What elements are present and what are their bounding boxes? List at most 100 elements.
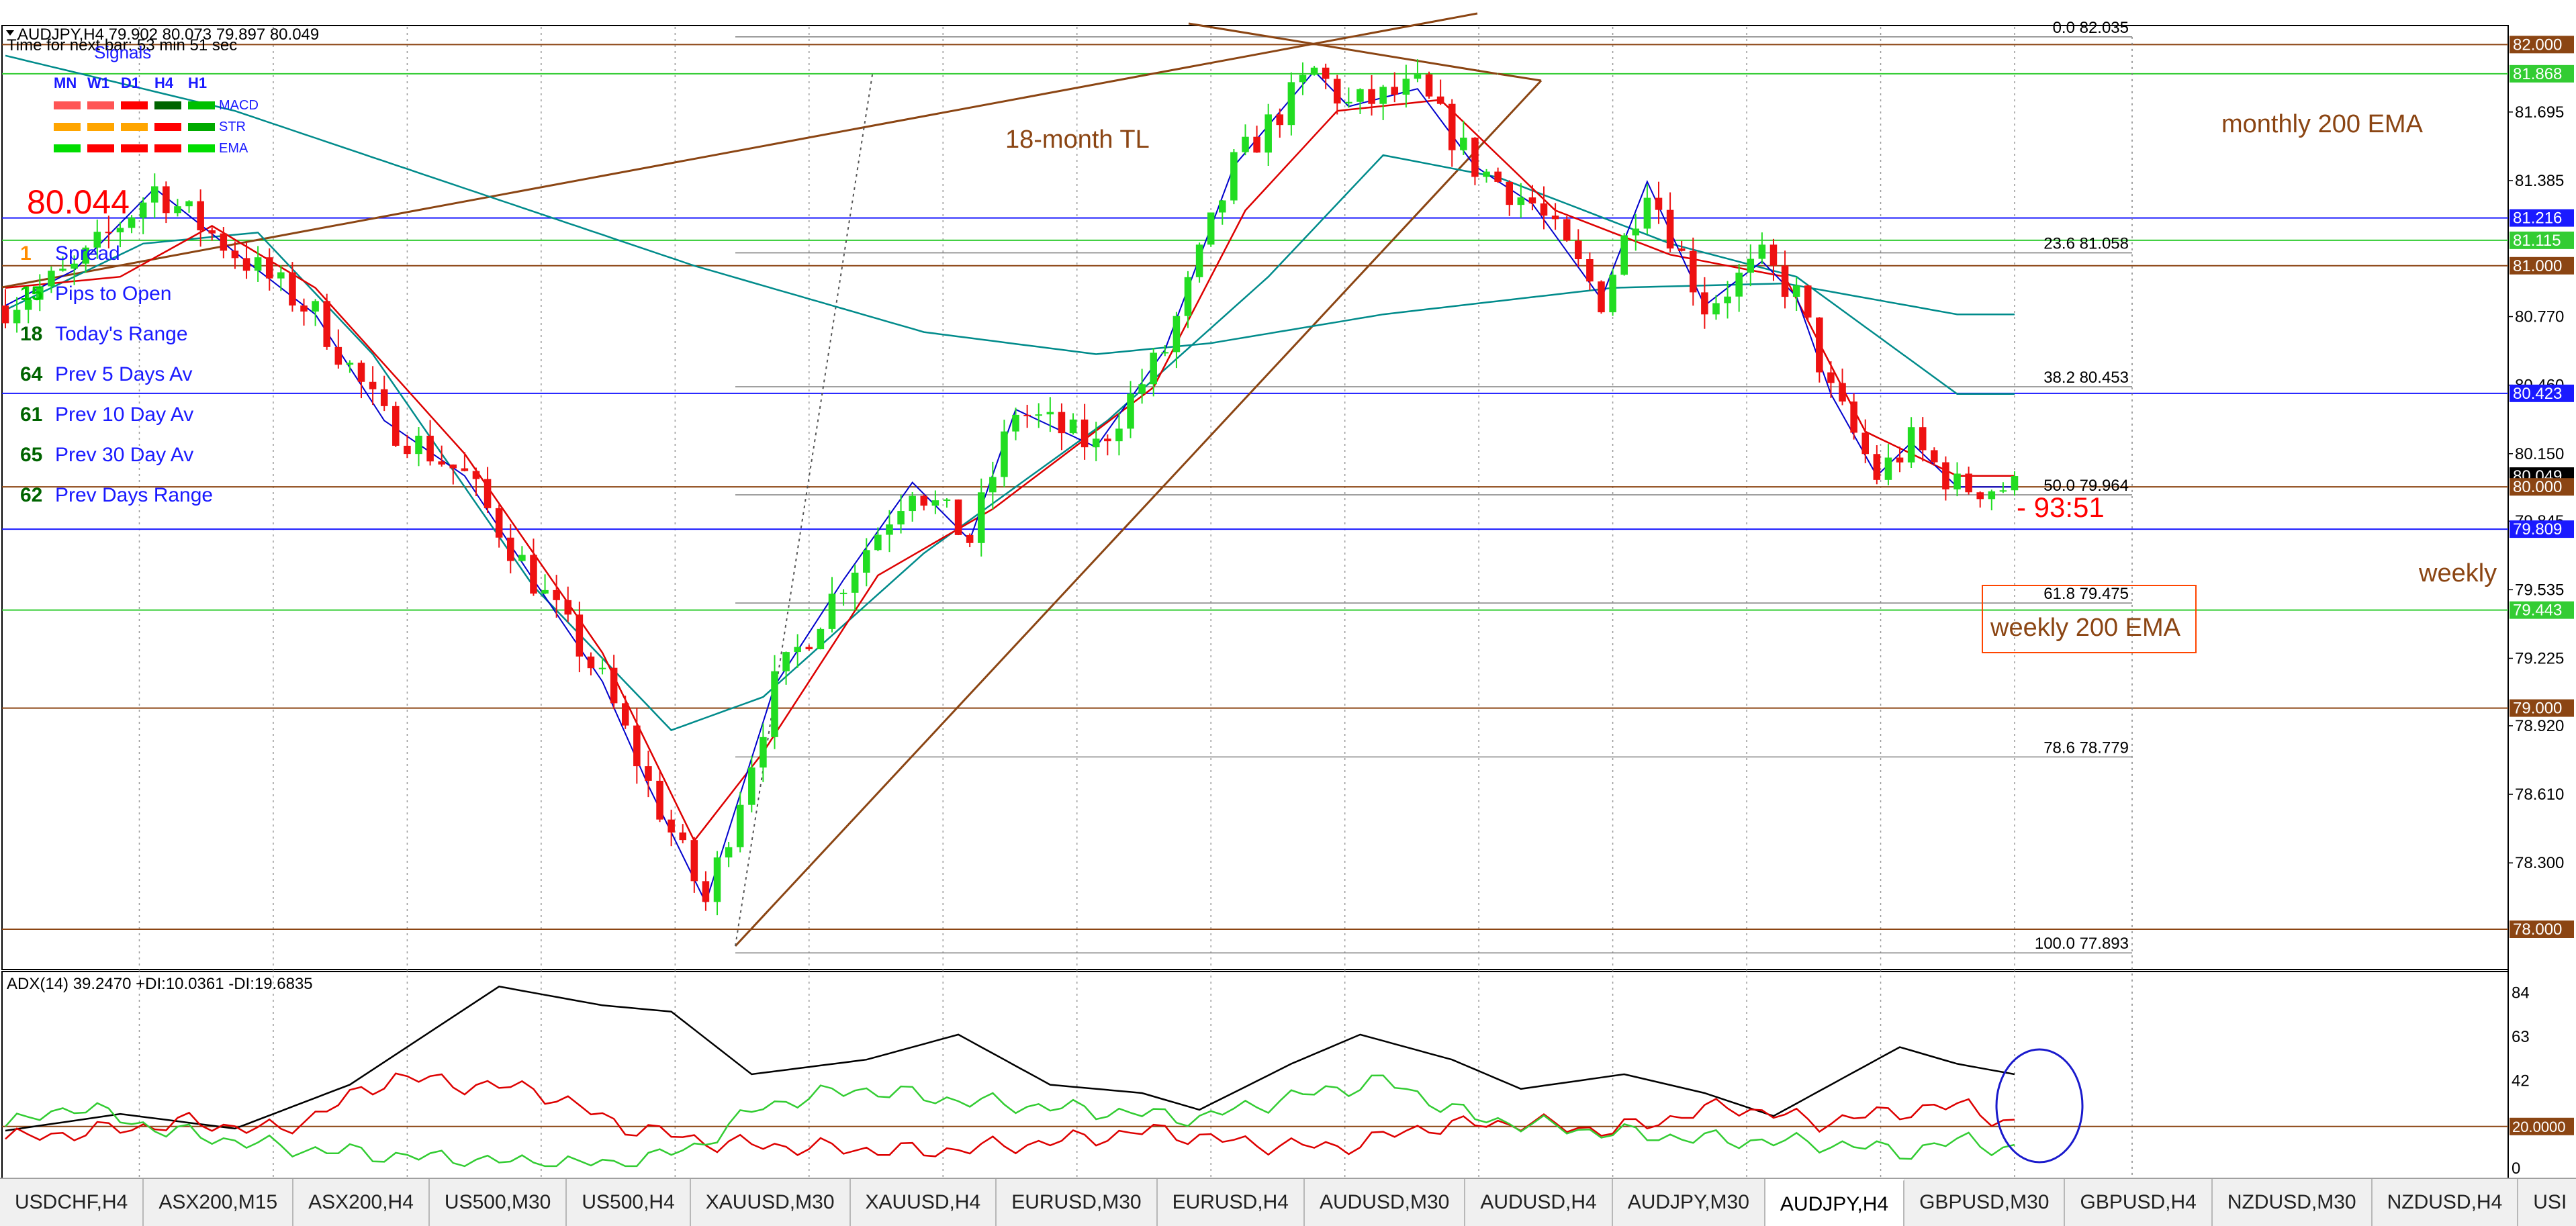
timeframe-label: MN <box>54 75 77 91</box>
candle-body <box>1195 244 1203 277</box>
symbol-tab[interactable]: US500,M30 <box>429 1179 567 1226</box>
fib-label: 78.6 78.779 <box>2043 739 2129 757</box>
symbol-tab[interactable]: XAUUSD,M30 <box>690 1179 851 1226</box>
symbol-tab[interactable]: AUDUSD,H4 <box>1465 1179 1613 1226</box>
candle-body <box>1620 235 1628 275</box>
candle-body <box>1976 492 1984 500</box>
candle-body <box>1115 428 1123 442</box>
candle-body <box>380 389 388 406</box>
candle-body <box>977 492 985 543</box>
fib-label: 38.2 80.453 <box>2043 369 2129 387</box>
candle-body <box>702 881 710 902</box>
tl-label: 18-month TL <box>1005 126 1150 154</box>
fib-label: 0.0 82.035 <box>2053 19 2129 37</box>
adx-series-adx <box>5 985 2015 1132</box>
candle-body <box>163 186 170 214</box>
trendline-rising-top[interactable] <box>1498 73 1542 82</box>
candle-body <box>1540 203 1548 216</box>
candle-body <box>1184 277 1192 316</box>
weekly-label: weekly <box>2418 559 2497 587</box>
candle-body <box>415 435 422 455</box>
candle-body <box>1747 258 1755 273</box>
symbol-tab[interactable]: ASX200,H4 <box>293 1179 430 1226</box>
symbol-tab[interactable]: XAUUSD,H4 <box>850 1179 997 1226</box>
symbol-tab[interactable]: AUDJPY,H4 <box>1765 1179 1905 1226</box>
signal-cell <box>121 144 148 152</box>
candle-body <box>736 804 744 847</box>
candle-body <box>598 667 606 669</box>
symbol-tab[interactable]: EURUSD,H4 <box>1157 1179 1305 1226</box>
candle-body <box>1127 393 1134 429</box>
signal-cell <box>87 101 114 109</box>
symbol-tab[interactable]: AUDUSD,M30 <box>1304 1179 1466 1226</box>
price-tick-label: 81.385 <box>2515 172 2564 190</box>
candle-body <box>174 206 181 214</box>
candle-body <box>1092 438 1100 448</box>
symbol-tab[interactable]: NZDUSD,H4 <box>2372 1179 2519 1226</box>
candle-body <box>461 468 469 471</box>
trendline-cross-a[interactable] <box>1188 22 1498 75</box>
candle-body <box>1953 473 1961 489</box>
price-tick-label: 79.535 <box>2515 581 2564 599</box>
candle-body <box>1023 414 1031 416</box>
adx-highlight-circle[interactable] <box>1995 1048 2084 1164</box>
candle-body <box>1827 372 1835 383</box>
ema-line <box>5 99 2015 843</box>
stat-label: Prev 30 Day Av <box>55 444 193 466</box>
signal-cell <box>54 144 81 152</box>
trendline-18-month[interactable] <box>1 12 1478 289</box>
candle-body <box>1931 450 1938 463</box>
candle-body <box>1942 462 1949 489</box>
symbol-tab[interactable]: NZDUSD,M30 <box>2212 1179 2373 1226</box>
symbol-tab[interactable]: EURUSD,M30 <box>997 1179 1158 1226</box>
candle-body <box>1528 197 1536 203</box>
trendline-rising[interactable] <box>734 79 1543 947</box>
timeframe-label: D1 <box>121 75 140 91</box>
price-tick-label: 80.770 <box>2515 308 2564 326</box>
symbol-tab[interactable]: USI <box>2518 1179 2576 1226</box>
trendline-dotted[interactable] <box>735 70 874 947</box>
price-marker <box>2510 478 2574 496</box>
price-axis: 81.69581.38580.77080.46080.15079.84579.5… <box>2508 36 2574 939</box>
candle-body <box>564 600 572 615</box>
candle-body <box>495 508 503 538</box>
candle-body <box>105 232 113 234</box>
signal-cell <box>87 123 114 131</box>
trendlines[interactable] <box>1 12 1543 947</box>
candle-body <box>1563 219 1571 241</box>
candle-body <box>242 258 250 271</box>
symbol-tab[interactable]: AUDJPY,M30 <box>1612 1179 1765 1226</box>
candle-body <box>713 857 721 902</box>
symbol-ohlc: AUDJPY,H4 79.902 80.073 79.897 80.049 <box>17 26 319 44</box>
candle-body <box>1483 171 1490 177</box>
symbol-tab[interactable]: GBPUSD,H4 <box>2065 1179 2213 1226</box>
candle-body <box>48 271 55 287</box>
candle-body <box>231 250 239 258</box>
candle-body <box>1735 273 1743 297</box>
fib-label: 23.6 81.058 <box>2043 235 2129 253</box>
weekly-ema-box[interactable] <box>1982 585 2197 653</box>
price-marker-label: 80.000 <box>2513 478 2562 496</box>
stat-label: Pips to Open <box>55 283 171 305</box>
candle-body <box>931 500 939 506</box>
stat-value: 15 <box>20 283 42 305</box>
price-tick-label: 78.300 <box>2515 854 2564 872</box>
symbol-tab[interactable]: USDCHF,H4 <box>0 1179 144 1226</box>
candle-body <box>668 819 675 833</box>
price-marker <box>2510 36 2574 54</box>
candle-body <box>954 499 962 535</box>
symbol-tab[interactable]: ASX200,M15 <box>144 1179 294 1226</box>
ema-line <box>5 54 2015 355</box>
symbol-tab[interactable]: US500,H4 <box>567 1179 691 1226</box>
candle-body <box>71 263 78 269</box>
candle-body <box>1414 74 1422 79</box>
collapse-triangle-icon[interactable] <box>6 30 14 36</box>
symbol-tab[interactable]: GBPUSD,M30 <box>1904 1179 2066 1226</box>
price-tick-label: 78.920 <box>2515 717 2564 735</box>
signals-dashboard: MN W1 D1 H4 H1 MACD STR EMA <box>54 75 259 156</box>
candle-body <box>771 671 778 737</box>
candle-body <box>909 496 916 512</box>
candle-body <box>1643 197 1651 229</box>
fibonacci-retracement[interactable]: 0.0 82.035 23.6 81.058 38.2 80.453 50.0 79.… <box>735 19 2133 1178</box>
